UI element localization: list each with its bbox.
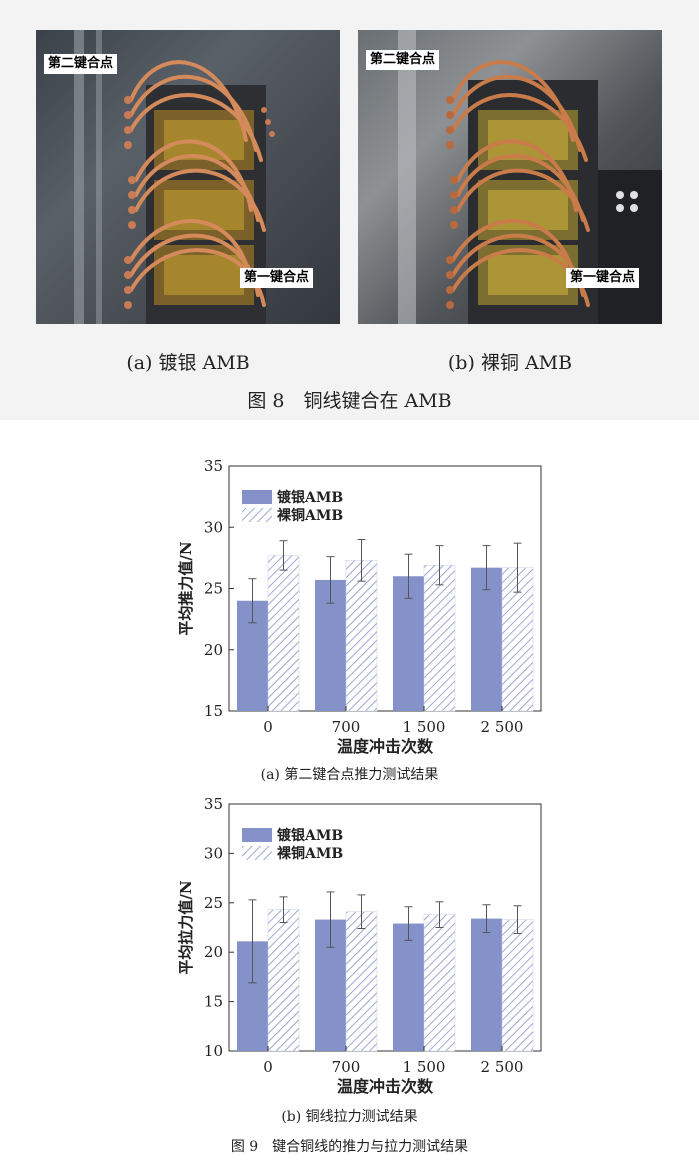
x-tick-label: 2 500 (481, 718, 524, 736)
legend-label: 裸铜AMB (277, 845, 343, 862)
pull-force-bar-chart: 10 15 20 25 30 35 0 700 1 500 2 500 温度冲击次数 平均拉力值/N 镀… (177, 795, 542, 1096)
y-tick-label: 35 (204, 457, 223, 475)
y-axis-label: 平均拉力值/N (177, 880, 195, 974)
legend-label: 裸铜AMB (277, 507, 343, 524)
bar (471, 567, 502, 711)
legend-swatch (242, 846, 272, 860)
plot-frame (228, 803, 542, 1052)
x-axis-label: 温度冲击次数 (336, 1077, 434, 1096)
legend-swatch (242, 508, 272, 522)
wire-bond-photo-illustration (74, 30, 275, 324)
second-bond-point-label: 第二键合点 (44, 54, 118, 74)
x-tick-label: 2 500 (481, 1058, 524, 1076)
x-tick-label: 0 (263, 1058, 273, 1076)
figure-8-caption: 图 8 铜线键合在 AMB (247, 390, 452, 412)
photo-caption-b: (b) 裸铜 AMB (447, 352, 573, 374)
bar (501, 919, 534, 1052)
x-tick-label: 700 (332, 718, 361, 736)
bar (423, 564, 456, 712)
legend-swatch (242, 490, 272, 504)
y-tick-label: 20 (204, 943, 223, 961)
y-tick-label: 10 (204, 1042, 223, 1060)
legend-label: 镀银AMB (277, 827, 343, 844)
x-axis-label: 温度冲击次数 (336, 737, 434, 756)
y-axis-label: 平均推力值/N (177, 541, 195, 635)
legend-swatch (242, 828, 272, 842)
first-bond-point-label: 第一键合点 (566, 268, 640, 288)
chart-caption-b: (b) 铜线拉力测试结果 (281, 1109, 418, 1125)
push-force-bar-chart: 15 20 25 30 35 0 700 1 500 2 500 温度冲击次数 平均推力值/N 镀银A… (177, 457, 542, 756)
y-tick-label: 25 (204, 580, 223, 598)
x-tick-label: 0 (263, 718, 273, 736)
chart-caption-a: (a) 第二键合点推力测试结果 (260, 767, 439, 783)
y-tick-label: 30 (204, 518, 223, 536)
y-tick-label: 25 (204, 894, 223, 912)
bar (393, 923, 424, 1051)
y-tick-label: 20 (204, 641, 223, 659)
first-bond-point-label: 第一键合点 (240, 268, 314, 288)
bar (345, 560, 378, 712)
x-tick-label: 1 500 (403, 718, 446, 736)
y-tick-label: 30 (204, 844, 223, 862)
bar (267, 909, 300, 1052)
bar (423, 914, 456, 1052)
bar (267, 555, 300, 712)
y-tick-label: 35 (204, 795, 223, 813)
bar (345, 911, 378, 1052)
x-tick-label: 700 (332, 1058, 361, 1076)
x-tick-label: 1 500 (403, 1058, 446, 1076)
second-bond-point-label: 第二键合点 (366, 50, 440, 70)
legend-label: 镀银AMB (277, 489, 343, 506)
y-tick-label: 15 (204, 702, 223, 720)
photo-bare-copper-amb: 第二键合点 第一键合点 (358, 30, 662, 324)
photo-caption-a: (a) 镀银 AMB (126, 352, 250, 374)
y-tick-label: 15 (204, 993, 223, 1011)
bar (471, 918, 502, 1051)
figure-9-caption: 图 9 键合铜线的推力与拉力测试结果 (230, 1139, 469, 1155)
photo-silver-plated-amb: 第二键合点 第一键合点 (36, 30, 340, 324)
